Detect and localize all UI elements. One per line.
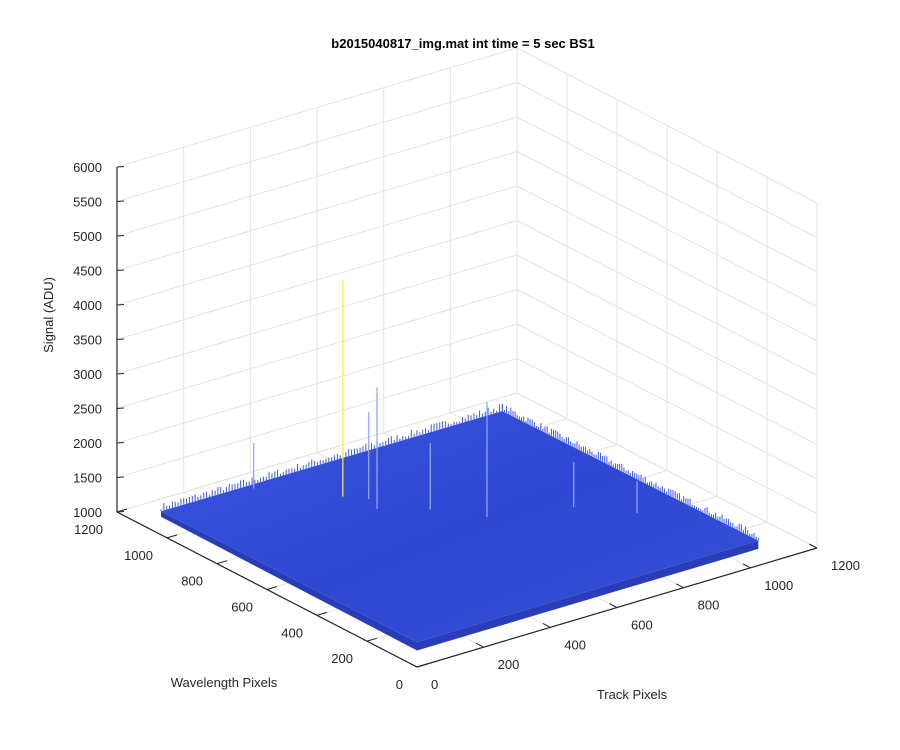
side-wall-grid-line xyxy=(516,185,818,342)
side-wall-grid-line xyxy=(516,82,818,238)
back-wall-grid-line xyxy=(116,116,518,237)
side-wall-grid-line xyxy=(516,392,818,549)
x-tick-label: 0 xyxy=(431,677,438,692)
y-tick-label: 0 xyxy=(396,677,403,692)
side-wall-grid-line xyxy=(516,220,818,376)
back-wall-grid-line xyxy=(116,185,518,306)
tick-labels: 0 200 400 600 800 1000 1200 0 200 400 600 800 1000 12… xyxy=(73,160,860,692)
x-tick xyxy=(675,583,684,589)
z-tick xyxy=(116,511,125,513)
side-wall-grid-line xyxy=(516,289,818,445)
x-tick-label: 400 xyxy=(564,637,586,652)
z-tick xyxy=(116,373,125,375)
side-wall-grid-line xyxy=(516,323,818,480)
back-wall-grid-line xyxy=(116,289,518,409)
x-tick xyxy=(609,603,618,608)
z-tick-label: 6000 xyxy=(73,160,102,175)
z-tick-label: 2500 xyxy=(73,402,102,417)
surface xyxy=(160,403,759,651)
y-axis-label: Wavelength Pixels xyxy=(171,675,278,690)
y-tick xyxy=(166,534,178,539)
y-tick-label: 400 xyxy=(281,625,303,640)
surface-top xyxy=(161,411,759,643)
x-tick-label: 600 xyxy=(631,618,653,633)
side-wall-grid-line xyxy=(516,151,818,307)
back-wall-grid-line xyxy=(116,82,518,202)
x-tick-label: 1000 xyxy=(764,578,793,593)
chart-title: b2015040817_img.mat int time = 5 sec BS1 xyxy=(331,36,594,51)
x-tick-label: 200 xyxy=(498,657,520,672)
y-tick xyxy=(366,637,378,642)
spikes xyxy=(252,280,638,517)
surface-edge xyxy=(161,511,759,651)
axes xyxy=(116,166,818,668)
y-tick xyxy=(216,560,228,565)
x-tick-label: 1200 xyxy=(831,558,860,573)
z-tick-label: 1000 xyxy=(73,505,102,520)
back-wall-grid-line xyxy=(116,323,518,444)
y-tick-label: 600 xyxy=(231,600,253,615)
side-wall-grid-line xyxy=(516,254,818,411)
side-wall-grid-line xyxy=(516,116,818,273)
z-tick-label: 5500 xyxy=(73,195,102,210)
y-tick xyxy=(266,586,278,590)
y-tick-label: 1200 xyxy=(74,522,103,537)
x-tick-label: 800 xyxy=(698,598,720,613)
z-axis-label: Signal (ADU) xyxy=(41,277,56,353)
z-tick xyxy=(116,235,125,237)
x-axis-label: Track Pixels xyxy=(597,687,668,702)
surface-noise xyxy=(160,403,759,541)
z-tick-label: 2000 xyxy=(73,436,102,451)
y-tick xyxy=(416,663,428,668)
x-tick xyxy=(542,623,551,628)
z-tick xyxy=(116,200,125,202)
z-tick xyxy=(116,476,125,478)
z-tick xyxy=(116,166,125,168)
z-tick-label: 4000 xyxy=(73,298,102,313)
back-wall-grid-line xyxy=(116,358,518,478)
x-tick xyxy=(809,543,818,549)
side-wall-grid-line xyxy=(516,358,818,514)
z-tick xyxy=(116,269,125,271)
z-tick-label: 1500 xyxy=(73,471,102,486)
back-wall-grid-line xyxy=(116,392,518,513)
x-tick xyxy=(742,563,751,569)
z-tick xyxy=(116,442,125,444)
z-tick-label: 5000 xyxy=(73,229,102,244)
x-tick xyxy=(409,662,418,668)
back-wall-grid-line xyxy=(116,47,518,168)
z-tick-label: 4500 xyxy=(73,264,102,279)
back-wall-grid-line xyxy=(116,220,518,340)
y-tick-label: 800 xyxy=(181,574,203,589)
side-wall-grid-line xyxy=(516,47,818,204)
z-tick xyxy=(116,407,125,409)
y-tick xyxy=(316,611,328,616)
z-tick-label: 3500 xyxy=(73,333,102,348)
z-tick-label: 3000 xyxy=(73,367,102,382)
back-wall-grid-line xyxy=(116,254,518,375)
z-tick xyxy=(116,304,125,306)
back-wall-grid-line xyxy=(116,151,518,271)
y-tick-label: 200 xyxy=(331,651,353,666)
y-tick-label: 1000 xyxy=(124,548,153,563)
z-tick xyxy=(116,338,125,340)
x-tick xyxy=(475,642,484,648)
